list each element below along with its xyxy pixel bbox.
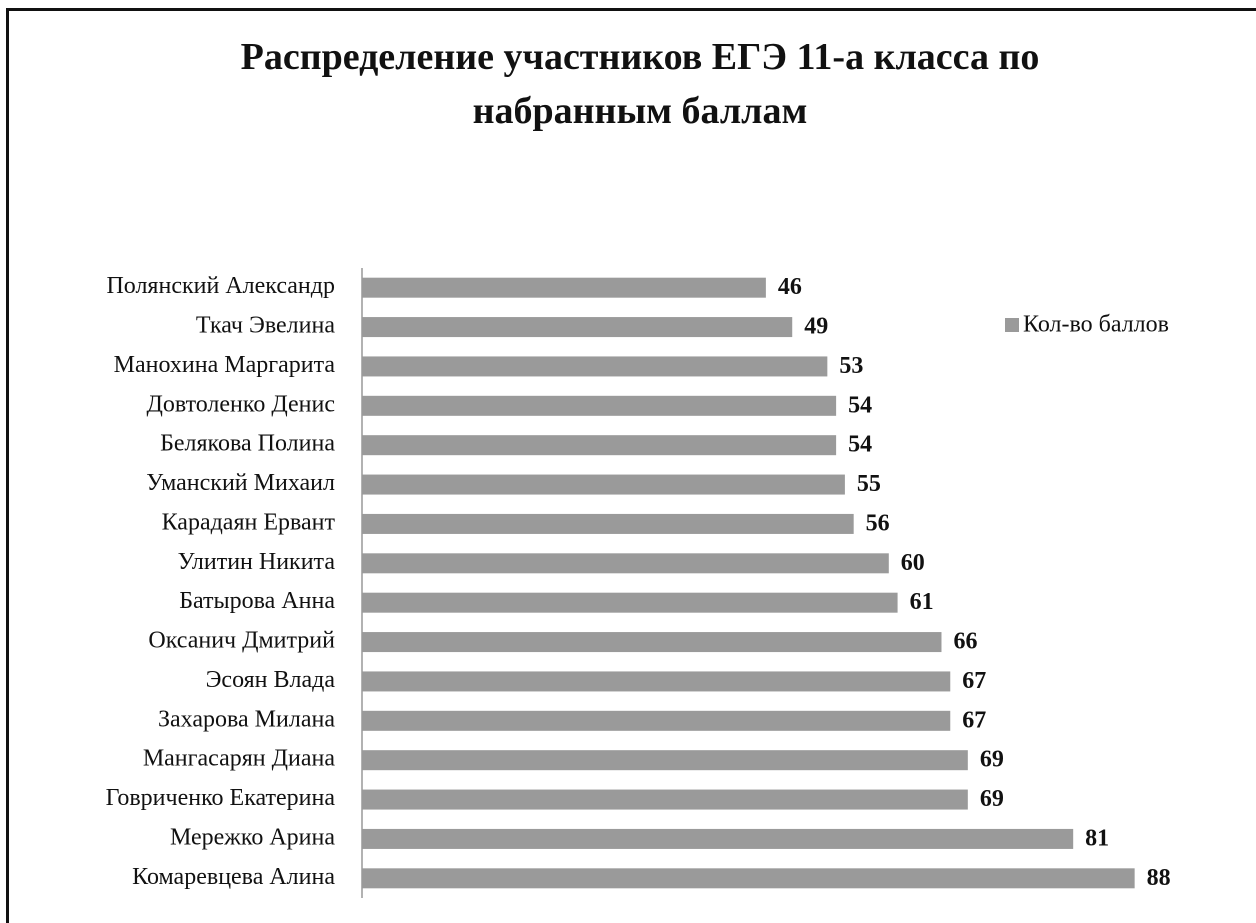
bar xyxy=(362,632,942,653)
bar xyxy=(362,277,766,298)
value-label: 49 xyxy=(804,314,828,340)
value-label: 46 xyxy=(778,274,802,300)
y-tick-label: Мангасарян Диана xyxy=(143,746,336,772)
value-label: 67 xyxy=(962,707,986,733)
y-tick-label: Оксанич Дмитрий xyxy=(148,628,335,654)
bar xyxy=(362,789,968,810)
y-tick-label: Ткач Эвелина xyxy=(196,313,335,339)
y-tick-label: Карадаян Ервант xyxy=(162,509,336,535)
value-label: 56 xyxy=(866,510,890,536)
y-tick-label: Довтоленко Денис xyxy=(146,391,335,417)
bar xyxy=(362,317,793,338)
bar xyxy=(362,868,1135,889)
value-label: 61 xyxy=(910,589,934,615)
y-tick-label: Говриченко Екатерина xyxy=(106,785,336,811)
y-tick-label: Улитин Никита xyxy=(178,549,336,575)
value-label: 66 xyxy=(953,629,977,655)
value-label: 81 xyxy=(1085,825,1109,851)
bar xyxy=(362,356,828,377)
y-tick-label: Мережко Арина xyxy=(170,824,335,850)
bar xyxy=(362,592,898,613)
bar xyxy=(362,750,968,771)
value-label: 55 xyxy=(857,471,881,497)
value-label: 54 xyxy=(848,432,872,458)
bar xyxy=(362,435,837,456)
y-tick-label: Комаревцева Алина xyxy=(132,864,335,890)
value-label: 60 xyxy=(901,550,925,576)
frame xyxy=(6,8,1256,923)
y-tick-label: Захарова Милана xyxy=(158,706,335,732)
bar xyxy=(362,553,889,574)
y-tick-label: Батырова Анна xyxy=(179,588,335,614)
y-tick-label: Белякова Полина xyxy=(160,431,335,457)
bar xyxy=(362,513,854,534)
legend-label: Кол-во баллов xyxy=(1023,312,1169,338)
value-label: 88 xyxy=(1147,865,1171,891)
legend-swatch xyxy=(1005,318,1019,332)
bar xyxy=(362,671,951,692)
value-label: 69 xyxy=(980,747,1004,773)
bar xyxy=(362,474,845,495)
bar xyxy=(362,395,837,416)
value-label: 53 xyxy=(839,353,863,379)
y-tick-label: Манохина Маргарита xyxy=(114,352,336,378)
y-tick-label: Полянский Александр xyxy=(106,273,335,299)
bar xyxy=(362,828,1074,849)
value-label: 54 xyxy=(848,392,872,418)
bar xyxy=(362,710,951,731)
value-label: 69 xyxy=(980,786,1004,812)
value-label: 67 xyxy=(962,668,986,694)
y-tick-label: Эсоян Влада xyxy=(206,667,336,693)
y-tick-label: Уманский Михаил xyxy=(146,470,335,496)
chart-title: Распределение участников ЕГЭ 11-а класса… xyxy=(240,36,1040,132)
